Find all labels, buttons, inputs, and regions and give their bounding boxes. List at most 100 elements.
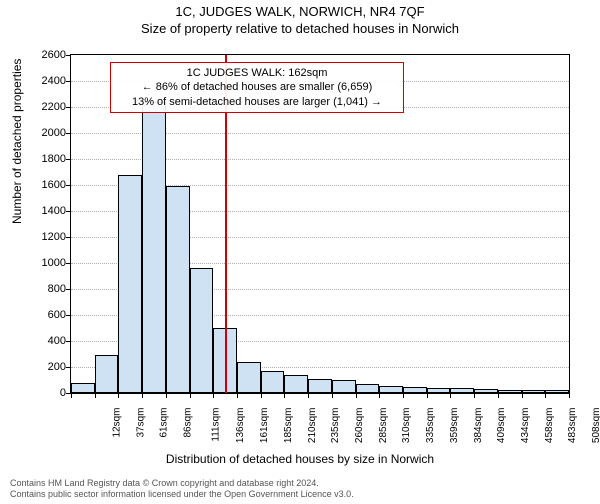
ytick-mark [66, 341, 71, 342]
annotation-line: 1C JUDGES WALK: 162sqm [117, 66, 397, 80]
xtick-mark [332, 393, 333, 398]
xtick-mark [261, 393, 262, 398]
xtick-label: 161sqm [259, 408, 270, 444]
xtick-mark [284, 393, 285, 398]
xtick-label: 136sqm [236, 408, 247, 444]
histogram-bar [522, 390, 546, 393]
xtick-mark [166, 393, 167, 398]
xtick-label: 260sqm [354, 408, 365, 444]
xtick-mark [474, 393, 475, 398]
ytick-mark [66, 289, 71, 290]
ytick-label: 2000 [26, 127, 66, 139]
y-axis-label: Number of detached properties [10, 59, 24, 224]
histogram-bar [403, 387, 427, 393]
annotation-line: 13% of semi-detached houses are larger (… [117, 95, 397, 109]
xtick-mark [522, 393, 523, 398]
xtick-label: 111sqm [210, 408, 221, 442]
histogram-bar [498, 390, 522, 393]
xtick-label: 285sqm [378, 408, 389, 444]
xtick-label: 310sqm [402, 408, 413, 444]
ytick-label: 1000 [26, 257, 66, 269]
ytick-mark [66, 159, 71, 160]
xtick-label: 384sqm [473, 408, 484, 444]
histogram-bar [308, 379, 332, 393]
xtick-mark [308, 393, 309, 398]
histogram-bar [142, 102, 166, 393]
ytick-mark [66, 367, 71, 368]
ytick-mark [66, 211, 71, 212]
xtick-mark [213, 393, 214, 398]
histogram-bar [450, 388, 474, 393]
ytick-mark [66, 185, 71, 186]
xtick-mark [403, 393, 404, 398]
histogram-bar [261, 371, 285, 393]
ytick-label: 0 [26, 387, 66, 399]
ytick-label: 2200 [26, 101, 66, 113]
histogram-bar [118, 175, 142, 393]
chart-subtitle: Size of property relative to detached ho… [0, 21, 600, 36]
histogram-bar [190, 268, 214, 393]
ytick-mark [66, 107, 71, 108]
attribution-line1: Contains HM Land Registry data © Crown c… [10, 478, 354, 489]
xtick-label: 235sqm [330, 408, 341, 444]
histogram-bar [474, 389, 498, 393]
annotation-box: 1C JUDGES WALK: 162sqm← 86% of detached … [110, 62, 404, 113]
xtick-mark [427, 393, 428, 398]
xtick-label: 37sqm [135, 408, 146, 438]
xtick-mark [498, 393, 499, 398]
xtick-label: 335sqm [425, 408, 436, 444]
xtick-label: 86sqm [183, 408, 194, 438]
histogram-bar [71, 383, 95, 393]
xtick-mark [569, 393, 570, 398]
ytick-label: 200 [26, 361, 66, 373]
annotation-line: ← 86% of detached houses are smaller (6,… [117, 80, 397, 94]
xtick-mark [545, 393, 546, 398]
xtick-label: 458sqm [544, 408, 555, 444]
ytick-label: 600 [26, 309, 66, 321]
histogram-bar [427, 388, 451, 393]
xtick-mark [190, 393, 191, 398]
histogram-bar [284, 375, 308, 393]
histogram-bar [356, 384, 380, 393]
ytick-mark [66, 263, 71, 264]
ytick-label: 800 [26, 283, 66, 295]
xtick-label: 185sqm [283, 408, 294, 444]
histogram-bar [379, 386, 403, 393]
histogram-bar [166, 186, 190, 393]
xtick-mark [95, 393, 96, 398]
xtick-label: 409sqm [496, 408, 507, 444]
xtick-mark [450, 393, 451, 398]
attribution-text: Contains HM Land Registry data © Crown c… [10, 478, 354, 500]
ytick-mark [66, 81, 71, 82]
ytick-label: 1600 [26, 179, 66, 191]
xtick-mark [118, 393, 119, 398]
ytick-label: 1200 [26, 231, 66, 243]
xtick-label: 508sqm [591, 408, 600, 444]
ytick-label: 1400 [26, 205, 66, 217]
page-title: 1C, JUDGES WALK, NORWICH, NR4 7QF [0, 4, 600, 19]
ytick-label: 1800 [26, 153, 66, 165]
xtick-label: 483sqm [568, 408, 579, 444]
histogram-bar [332, 380, 356, 393]
histogram-bar [237, 362, 261, 393]
ytick-label: 2400 [26, 75, 66, 87]
ytick-mark [66, 315, 71, 316]
xtick-mark [71, 393, 72, 398]
xtick-mark [356, 393, 357, 398]
ytick-label: 400 [26, 335, 66, 347]
xtick-label: 359sqm [449, 408, 460, 444]
ytick-label: 2600 [26, 49, 66, 61]
ytick-mark [66, 133, 71, 134]
xtick-label: 12sqm [111, 408, 122, 438]
xtick-label: 210sqm [307, 408, 318, 444]
x-axis-label: Distribution of detached houses by size … [0, 452, 600, 466]
ytick-mark [66, 237, 71, 238]
histogram-bar [95, 355, 119, 393]
attribution-line2: Contains public sector information licen… [10, 489, 354, 500]
xtick-mark [142, 393, 143, 398]
ytick-mark [66, 55, 71, 56]
histogram-bar [545, 390, 569, 393]
xtick-mark [237, 393, 238, 398]
xtick-label: 434sqm [520, 408, 531, 444]
xtick-mark [379, 393, 380, 398]
